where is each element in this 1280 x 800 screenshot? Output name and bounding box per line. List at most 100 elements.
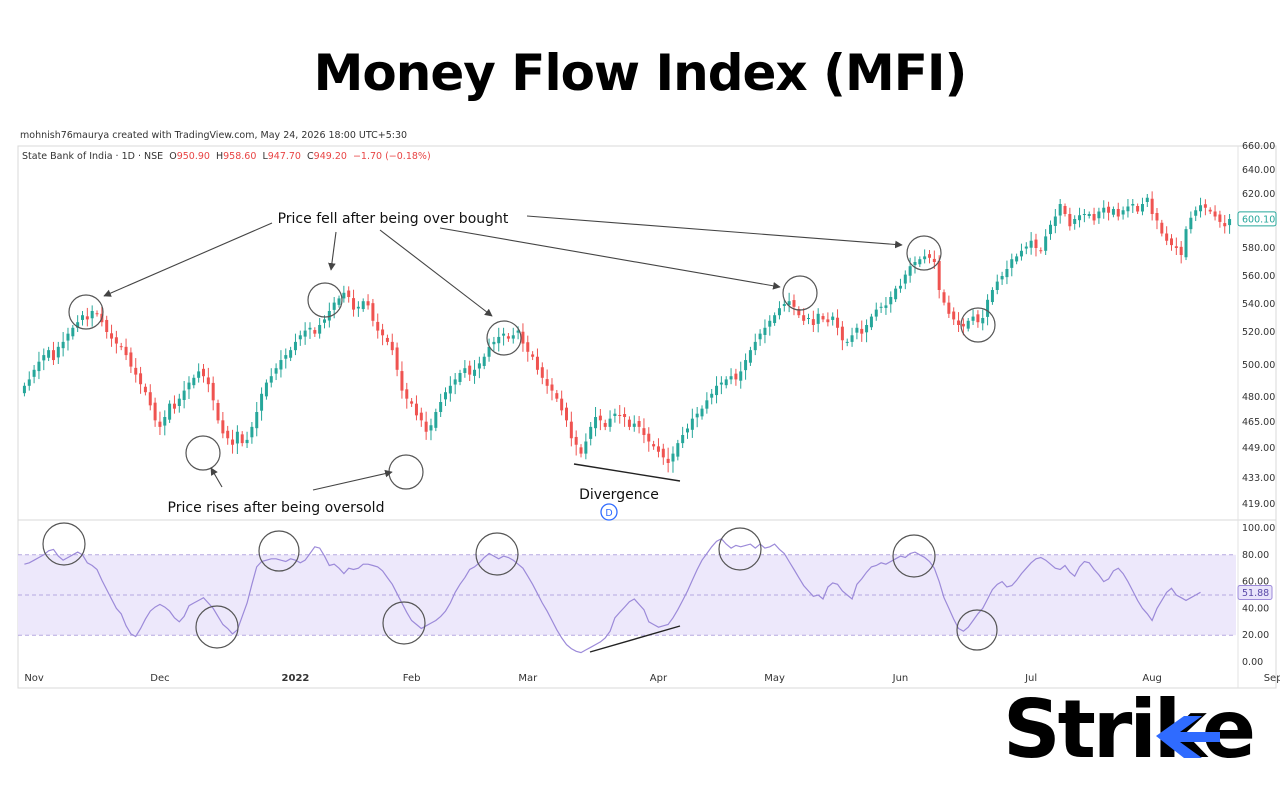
candle xyxy=(792,294,796,316)
candle-body xyxy=(598,415,602,421)
candle-body xyxy=(981,318,985,324)
candle-body xyxy=(836,317,840,328)
candle xyxy=(506,332,510,342)
dividend-marker[interactable] xyxy=(600,503,618,521)
candle xyxy=(632,415,636,432)
candle-body xyxy=(231,439,235,445)
candle xyxy=(550,378,554,401)
mfi-highlight-circle xyxy=(258,530,300,572)
candle-body xyxy=(80,315,85,320)
candle xyxy=(42,348,46,371)
candle-body xyxy=(806,318,811,319)
candle xyxy=(482,353,486,370)
candle xyxy=(197,363,201,383)
candle xyxy=(656,438,660,458)
candle xyxy=(666,447,670,473)
candle xyxy=(492,336,496,351)
candle xyxy=(1199,197,1203,218)
candle xyxy=(535,348,539,375)
candle xyxy=(961,318,965,336)
candle xyxy=(168,400,172,423)
candle xyxy=(710,389,714,405)
candle xyxy=(981,309,985,331)
candle xyxy=(763,319,767,344)
candle xyxy=(1068,207,1072,231)
candle-body xyxy=(1136,206,1140,212)
candle-body xyxy=(206,377,210,385)
candle-body xyxy=(458,373,462,382)
candle xyxy=(114,330,118,354)
candle-body xyxy=(419,412,423,421)
candle xyxy=(177,393,181,413)
candle xyxy=(424,411,428,440)
candle xyxy=(434,408,438,432)
candle xyxy=(545,369,549,394)
candle xyxy=(502,327,506,346)
candle xyxy=(1063,203,1067,217)
candle xyxy=(850,327,854,347)
candle-body xyxy=(739,371,743,381)
candle-body xyxy=(289,350,293,358)
price-highlight-circle xyxy=(388,454,424,490)
mfi-highlight-circle xyxy=(475,532,519,576)
candle xyxy=(773,312,777,326)
candle xyxy=(898,278,902,293)
candle-body xyxy=(274,368,278,374)
candle-body xyxy=(1063,206,1067,214)
candle xyxy=(695,407,699,428)
candle xyxy=(1165,226,1169,246)
mfi-highlight-circle xyxy=(892,534,936,578)
candle xyxy=(1000,271,1004,285)
candle xyxy=(448,376,452,402)
candle-body xyxy=(260,393,264,411)
candle xyxy=(569,411,573,447)
candle xyxy=(1155,208,1159,230)
candle-body xyxy=(681,435,685,444)
candle xyxy=(531,351,535,361)
annotation-arrow xyxy=(210,467,223,488)
candle-body xyxy=(811,319,815,325)
mfi-last-value-tag xyxy=(1237,584,1273,600)
candle xyxy=(308,322,312,339)
candle xyxy=(153,397,157,427)
candle-body xyxy=(753,341,757,351)
candle xyxy=(163,410,167,436)
candle xyxy=(816,308,820,333)
mfi-tick-label: 40.00 xyxy=(1242,603,1269,614)
candle-body xyxy=(1199,205,1203,212)
candle-body xyxy=(371,303,375,321)
candle-body xyxy=(376,321,380,331)
candle xyxy=(303,322,307,345)
candle-body xyxy=(865,325,869,333)
candle-body xyxy=(642,428,646,435)
low-label: L xyxy=(262,151,268,162)
candle xyxy=(279,350,283,378)
candle-body xyxy=(516,330,520,333)
candle xyxy=(1005,260,1009,285)
candle-body xyxy=(1010,259,1014,268)
candle-body xyxy=(884,305,888,308)
mfi-highlight-circle xyxy=(382,601,426,645)
candle xyxy=(526,335,530,362)
candle xyxy=(1223,215,1227,234)
candle-body xyxy=(1111,209,1115,215)
price-tick-label: 465.00 xyxy=(1242,417,1275,428)
candle-body xyxy=(1102,207,1106,213)
candle xyxy=(32,365,36,384)
candle-body xyxy=(395,347,399,370)
candle xyxy=(390,333,394,356)
candle-body xyxy=(1184,229,1188,258)
candle-body xyxy=(487,346,491,357)
candle xyxy=(995,274,999,295)
candle xyxy=(27,371,31,391)
candle-body xyxy=(90,311,94,319)
candle-body xyxy=(342,292,346,299)
candle-body xyxy=(400,371,404,391)
candle-body xyxy=(337,298,341,305)
candle xyxy=(618,405,622,424)
candle xyxy=(260,387,264,421)
candle xyxy=(1194,206,1198,222)
candle xyxy=(661,443,665,465)
candle xyxy=(458,369,462,386)
